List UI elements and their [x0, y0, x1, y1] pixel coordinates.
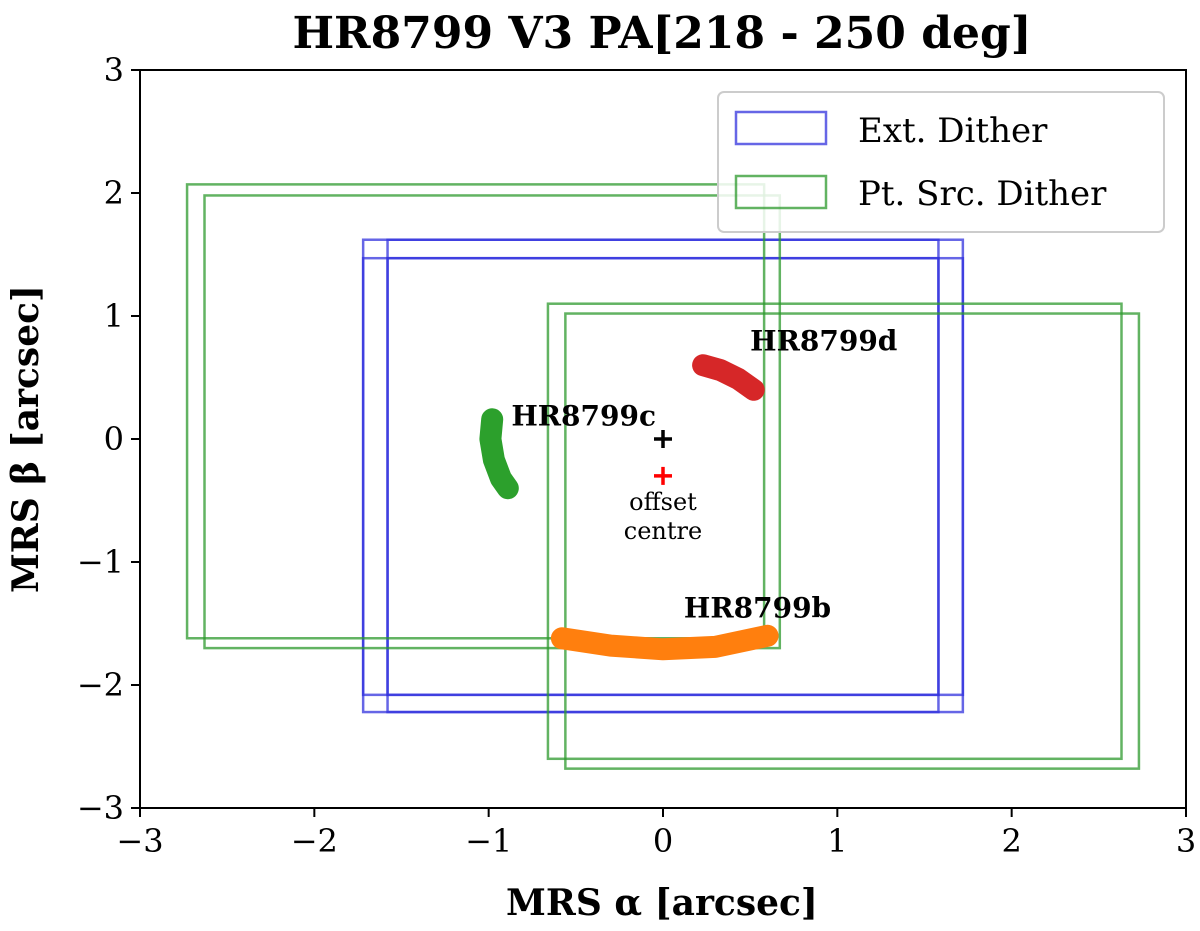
- legend-label-pt-src-dither: Pt. Src. Dither: [858, 174, 1107, 214]
- pt-src-dither-rect-7: [564, 312, 1141, 770]
- y-tick-label-5: 2: [104, 174, 124, 212]
- legend: Ext. Dither Pt. Src. Dither: [717, 91, 1165, 233]
- legend-label-ext-dither: Ext. Dither: [858, 111, 1048, 151]
- legend-swatch-ext-dither: [734, 110, 828, 146]
- offset-centre-marker: [654, 466, 672, 485]
- y-tick-label-3: 0: [104, 420, 124, 458]
- chart-title: HR8799 V3 PA[218 - 250 deg]: [292, 8, 1031, 59]
- x-tick-label-5: 2: [1001, 822, 1021, 860]
- y-tick-label-4: 1: [104, 297, 124, 335]
- hr8799d-track: [692, 354, 765, 401]
- x-tick-label-4: 1: [827, 822, 847, 860]
- legend-box: [717, 91, 1165, 233]
- x-tick-label-1: −2: [291, 822, 338, 860]
- x-tick-label-2: −1: [465, 822, 512, 860]
- y-tick-label-1: −2: [77, 666, 124, 704]
- offset-centre-label-line2: centre: [624, 517, 702, 545]
- ext-dither-rect-1: [361, 238, 940, 697]
- y-tick-label-0: −3: [77, 789, 124, 827]
- centre-marker: [654, 430, 672, 448]
- hr8799b-label: HR8799b: [684, 591, 831, 624]
- hr8799c-track: [479, 408, 519, 500]
- y-axis-label: MRS β [arcsec]: [5, 285, 47, 593]
- hr8799d-label: HR8799d: [750, 324, 897, 357]
- x-tick-label-0: −3: [116, 822, 163, 860]
- x-axis-label: MRS α [arcsec]: [506, 882, 818, 924]
- hr8799c-label: HR8799c: [511, 399, 656, 432]
- y-tick-label-6: 3: [104, 51, 124, 89]
- pt-src-dither-rect-5: [203, 194, 782, 650]
- pt-src-dither-rect-6: [546, 302, 1123, 761]
- legend-swatch-pt-src-dither: [734, 174, 828, 210]
- axis-ticks: −3 −2 −1 0 1 2 3 −3 −2 −1 0 1 2 3: [77, 51, 1196, 860]
- pt-src-dither-rect-4: [185, 183, 766, 640]
- y-tick-label-2: −1: [77, 543, 124, 581]
- x-tick-label-3: 0: [653, 822, 673, 860]
- ext-dither-rect-3: [386, 238, 965, 697]
- x-tick-label-6: 3: [1176, 822, 1196, 860]
- offset-centre-label-line1: offset: [629, 488, 697, 516]
- hr8799b-track: [550, 624, 779, 661]
